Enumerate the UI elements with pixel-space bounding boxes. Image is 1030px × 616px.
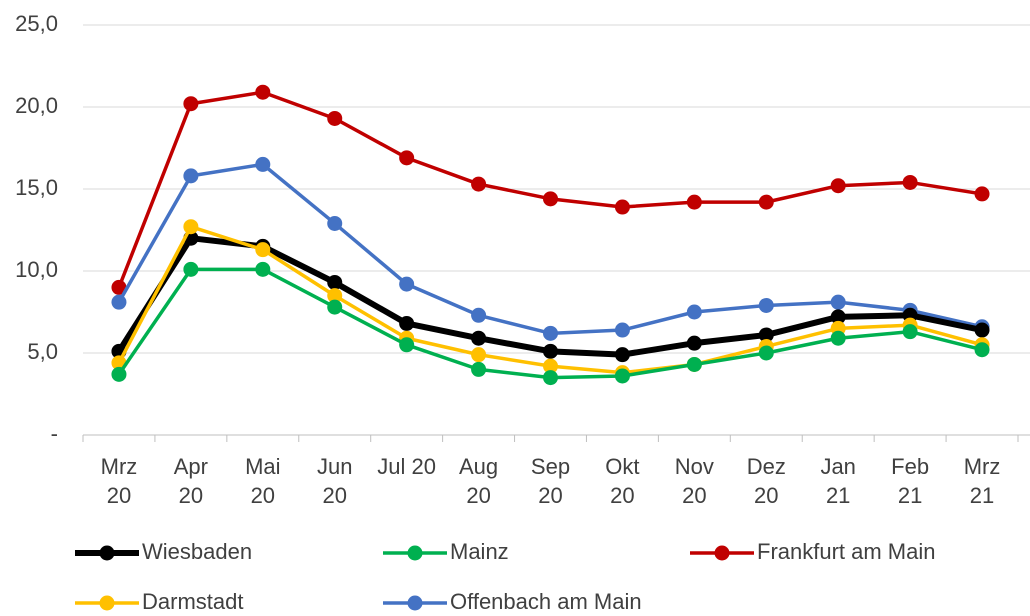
marker <box>183 219 199 235</box>
x-tick-label: Jun 20 <box>317 454 352 508</box>
marker <box>543 325 558 341</box>
marker <box>111 366 127 382</box>
marker <box>902 174 918 190</box>
x-tick-label: Mai 20 <box>245 454 280 508</box>
x-tick-label: Jul 20 <box>377 454 436 479</box>
marker <box>399 150 415 166</box>
series-line <box>117 90 983 289</box>
marker <box>183 261 199 277</box>
marker <box>399 337 415 353</box>
marker <box>399 315 415 331</box>
marker <box>974 342 990 358</box>
legend-marker <box>99 595 115 611</box>
marker <box>111 294 127 310</box>
marker <box>758 297 774 313</box>
legend-marker <box>407 595 423 611</box>
marker <box>974 322 990 338</box>
y-tick-label: - <box>51 421 58 446</box>
marker <box>255 84 271 100</box>
marker <box>830 178 846 194</box>
x-tick-label: Okt 20 <box>605 454 639 508</box>
y-tick-label: 25,0 <box>15 11 58 36</box>
x-tick-label: Jan 21 <box>820 454 855 508</box>
marker <box>183 168 199 184</box>
marker <box>686 356 702 372</box>
marker <box>830 309 846 325</box>
x-tick-label: Dez 20 <box>747 454 786 508</box>
marker <box>543 358 558 374</box>
legend-label: Wiesbaden <box>142 539 252 564</box>
legend-label: Offenbach am Main <box>450 589 642 614</box>
x-tick-label: Aug 20 <box>459 454 498 508</box>
x-tick-label: Sep 20 <box>531 454 570 508</box>
legend-marker <box>99 545 115 561</box>
marker <box>686 304 702 320</box>
legend-label: Darmstadt <box>142 589 243 614</box>
x-tick-label: Feb 21 <box>891 454 929 508</box>
y-tick-label: 5,0 <box>27 339 58 364</box>
marker <box>327 274 343 290</box>
legend-label: Mainz <box>450 539 509 564</box>
x-tick-label: Mrz 21 <box>964 454 1001 508</box>
marker <box>327 110 343 126</box>
legend-marker <box>407 545 423 561</box>
legend-marker <box>714 545 730 561</box>
y-tick-label: 15,0 <box>15 175 58 200</box>
y-tick-label: 10,0 <box>15 257 58 282</box>
marker <box>471 330 487 346</box>
marker <box>614 368 630 384</box>
marker <box>543 191 558 207</box>
marker <box>255 156 271 172</box>
marker <box>758 327 774 343</box>
marker <box>830 330 846 346</box>
marker <box>471 361 487 377</box>
marker <box>543 370 558 386</box>
marker <box>471 176 487 192</box>
marker <box>327 215 343 231</box>
marker <box>902 324 918 340</box>
y-tick-label: 20,0 <box>15 93 58 118</box>
marker <box>543 343 558 359</box>
marker <box>614 199 630 215</box>
marker <box>614 322 630 338</box>
marker <box>686 194 702 210</box>
marker <box>183 96 199 112</box>
marker <box>614 347 630 363</box>
x-tick-label: Mrz 20 <box>101 454 138 508</box>
marker <box>830 294 846 310</box>
series-line <box>117 162 983 336</box>
x-tick-label: Apr 20 <box>174 454 208 508</box>
marker <box>111 279 127 295</box>
x-tick-label: Nov 20 <box>675 454 714 508</box>
marker <box>471 307 487 323</box>
marker <box>758 345 774 361</box>
marker <box>758 194 774 210</box>
marker <box>974 186 990 202</box>
marker <box>255 261 271 277</box>
marker <box>327 288 343 304</box>
marker <box>255 242 271 258</box>
legend-label: Frankfurt am Main <box>757 539 936 564</box>
marker <box>471 347 487 363</box>
marker <box>399 276 415 292</box>
marker <box>686 335 702 351</box>
marker <box>327 299 343 315</box>
